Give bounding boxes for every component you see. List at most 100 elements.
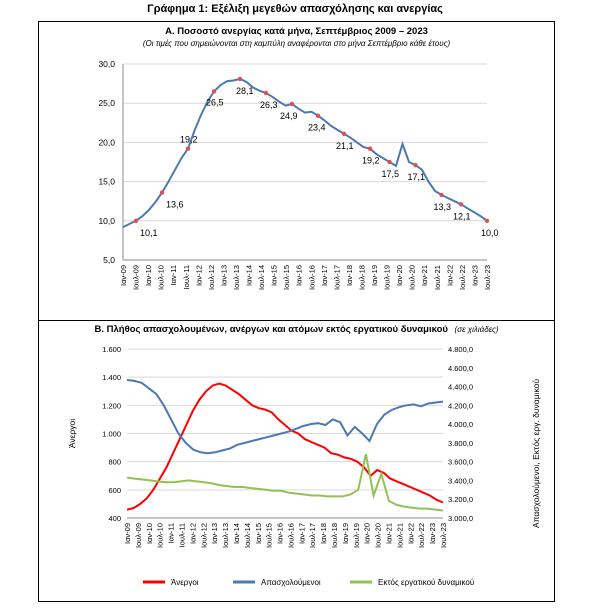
x-tick-label: Ιαν-18 <box>319 523 328 544</box>
september-marker <box>484 218 490 223</box>
legend-label: Απασχολούμενοι <box>261 578 321 587</box>
x-tick-label: Ιουλ-17 <box>308 523 317 548</box>
x-tick-label: Ιαν-14 <box>232 523 241 544</box>
september-marker <box>133 218 139 223</box>
y2-tick-label: 3.200,0 <box>448 495 473 504</box>
september-marker <box>159 190 165 195</box>
chart-panel-labour-force: Β. Πλήθος απασχολουμένων, ανέργων και ατ… <box>38 320 555 602</box>
x-tick-label: Ιουλ-18 <box>357 265 366 290</box>
unemployment-rate-line <box>122 77 488 228</box>
y-tick-label: 10,0 <box>98 216 115 226</box>
x-tick-label: Ιαν-09 <box>119 265 128 286</box>
september-data-label: 13,3 <box>434 202 452 212</box>
x-tick-label: Ιουλ-13 <box>232 265 241 290</box>
x-tick-label: Ιουλ-23 <box>439 523 448 548</box>
y-tick-label: 1.400 <box>102 373 121 382</box>
x-tick-label: Ιαν-17 <box>297 523 306 544</box>
employed-line <box>126 379 444 455</box>
september-marker <box>413 162 418 168</box>
chart-b-title-row: Β. Πλήθος απασχολουμένων, ανέργων και ατ… <box>39 324 554 335</box>
x-tick-label: Ιαν-14 <box>245 265 254 286</box>
x-tick-label: Ιουλ-22 <box>417 523 426 548</box>
september-data-label: 26,5 <box>206 97 224 107</box>
x-tick-label: Ιουλ-21 <box>395 523 404 548</box>
x-tick-label: Ιαν-09 <box>123 523 132 544</box>
legend-label: Εκτός εργατικού δυναμικού <box>378 578 474 587</box>
legend-label: Άνεργοι <box>171 578 199 587</box>
y2-tick-label: 4.800,0 <box>448 345 473 354</box>
x-tick-label: Ιουλ-12 <box>199 523 208 548</box>
x-tick-label: Ιαν-11 <box>169 265 178 285</box>
chart-a-title: Α. Ποσοστό ανεργίας κατά μήνα, Σεπτέμβρι… <box>165 26 428 37</box>
september-data-label: 19,2 <box>180 135 198 145</box>
x-tick-label: Ιαν-17 <box>320 265 329 286</box>
chart-b-svg: 1.600 1.400 1.200 1.000 800 600 400 4.800,0 4.60… <box>67 345 541 587</box>
x-tick-label: Ιαν-22 <box>445 265 454 286</box>
x-tick-label: Ιαν-10 <box>145 523 154 544</box>
september-marker <box>387 159 392 165</box>
september-marker <box>315 113 321 118</box>
x-tick-label: Ιουλ-14 <box>243 523 252 548</box>
x-tick-label: Ιουλ-17 <box>332 265 341 290</box>
y-tick-label: 25,0 <box>98 98 115 108</box>
september-data-label: 21,1 <box>336 141 354 151</box>
x-tick-label: Ιουλ-13 <box>221 523 230 548</box>
x-tick-label: Ιουλ-14 <box>257 265 266 290</box>
y2-axis-title: Απασχολούμενοι, Εκτός εργ. δυναμικού <box>531 379 541 528</box>
september-marker <box>439 192 444 198</box>
unemployed-line <box>126 382 444 511</box>
september-data-label: 10,0 <box>481 228 499 238</box>
x-tick-label: Ιουλ-10 <box>156 523 165 548</box>
september-data-label: 17,1 <box>408 172 426 182</box>
x-tick-label: Ιουλ-18 <box>330 523 339 548</box>
y-tick-label: 30,0 <box>98 59 115 69</box>
x-tick-label: Ιαν-23 <box>470 265 479 286</box>
y2-tick-label: 3.000,0 <box>448 514 473 523</box>
y2-tick-label: 4.400,0 <box>448 383 473 392</box>
chart-b-title: Β. Πλήθος απασχολουμένων, ανέργων και ατ… <box>94 324 448 335</box>
y-tick-label: 1.600 <box>102 345 121 354</box>
september-data-label: 17,5 <box>382 169 400 179</box>
september-marker <box>237 76 243 82</box>
x-tick-label: Ιαν-20 <box>363 523 372 544</box>
x-tick-label: Ιαν-21 <box>385 523 394 544</box>
x-tick-label: Ιουλ-09 <box>132 265 141 290</box>
x-tick-label: Ιαν-20 <box>395 265 404 286</box>
y-axis-title: Άνεργοι <box>67 419 77 448</box>
chart-a-subtitle: (Οι τιμές που σημειώνονται στη καμπύλη α… <box>142 39 451 48</box>
y-tick-label: 400 <box>108 514 121 523</box>
september-marker <box>341 131 347 136</box>
x-tick-label: Ιουλ-16 <box>307 265 316 290</box>
x-tick-label: Ιαν-12 <box>194 265 203 286</box>
y2-tick-label: 4.600,0 <box>448 364 473 373</box>
september-data-label: 28,1 <box>236 86 254 96</box>
inactive-line <box>126 453 444 512</box>
x-tick-label: Ιαν-16 <box>295 265 304 286</box>
x-tick-label: Ιουλ-10 <box>157 265 166 290</box>
x-tick-label: Ιαν-18 <box>345 265 354 286</box>
x-tick-label: Ιαν-21 <box>420 265 429 286</box>
x-tick-label: Ιαν-15 <box>254 523 263 544</box>
x-tick-label: Ιαν-10 <box>144 265 153 286</box>
september-data-label: 10,1 <box>140 228 158 238</box>
x-tick-label: Ιουλ-19 <box>352 523 361 548</box>
x-tick-label: Ιουλ-19 <box>383 265 392 290</box>
x-tick-label: Ιουλ-11 <box>182 265 191 289</box>
x-tick-label: Ιουλ-12 <box>207 265 216 290</box>
x-tick-label: Ιαν-12 <box>188 523 197 544</box>
september-marker <box>289 101 295 107</box>
september-data-label: 26,3 <box>260 100 278 110</box>
x-tick-label: Ιουλ-20 <box>374 523 383 548</box>
september-marker <box>367 146 373 151</box>
september-data-label: 24,9 <box>280 111 298 121</box>
y-tick-label: 800 <box>108 458 121 467</box>
september-marker <box>263 90 269 96</box>
y2-tick-label: 3.800,0 <box>448 439 473 448</box>
x-tick-label: Ιαν-11 <box>167 523 176 543</box>
x-tick-label: Ιουλ-23 <box>483 265 492 290</box>
september-marker <box>185 146 191 151</box>
x-tick-label: Ιαν-13 <box>219 265 228 286</box>
chart-b-title-note: (σε χιλιάδες) <box>454 325 499 334</box>
x-tick-label: Ιουλ-15 <box>265 523 274 548</box>
